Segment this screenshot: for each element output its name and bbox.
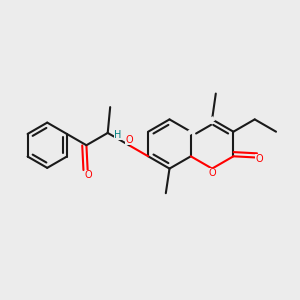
Text: O: O	[255, 154, 263, 164]
Text: O: O	[208, 167, 216, 178]
Text: O: O	[85, 170, 92, 180]
Text: O: O	[125, 135, 133, 145]
Text: H: H	[114, 130, 122, 140]
